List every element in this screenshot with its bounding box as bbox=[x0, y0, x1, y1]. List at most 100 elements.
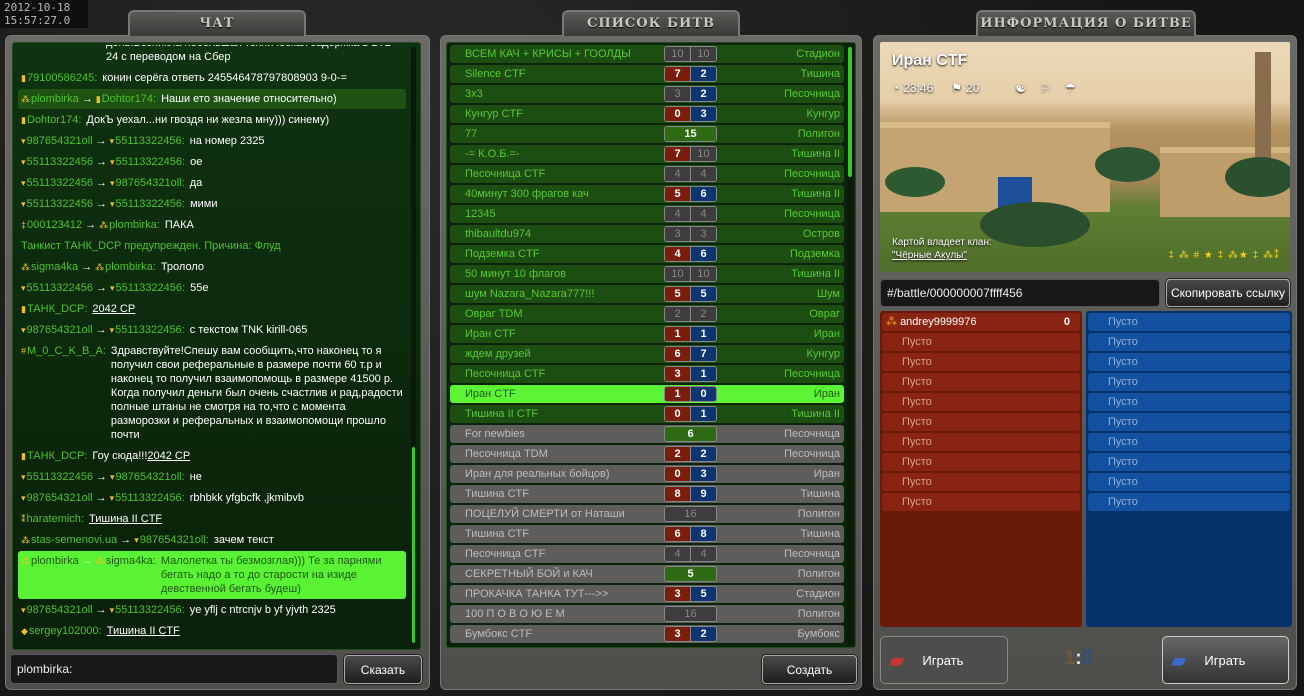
battle-map: Иран bbox=[813, 328, 840, 340]
battle-row[interactable]: Овраг TDM 2 2 Овраг bbox=[450, 305, 844, 323]
sender-name[interactable]: ТАНК_DCP bbox=[26, 450, 85, 462]
battle-row[interactable]: Тишина CTF 6 8 Тишина bbox=[450, 525, 844, 543]
chat-input[interactable]: plombirka: bbox=[10, 654, 338, 684]
play-blue-label: Играть bbox=[1204, 652, 1246, 668]
battle-map: Полигон bbox=[797, 568, 840, 580]
battle-row[interactable]: 100 П О В О Ю Е М 16 Полигон bbox=[450, 605, 844, 623]
sender-name[interactable]: 55113322456 bbox=[26, 156, 94, 168]
battle-row[interactable]: 50 минут 10 флагов 10 10 Тишина II bbox=[450, 265, 844, 283]
colon: : bbox=[78, 114, 82, 126]
battle-row[interactable]: Песочница TDM 2 2 Песочница bbox=[450, 445, 844, 463]
recipient-name[interactable]: 987654321oll bbox=[115, 471, 182, 483]
recipient-name[interactable]: 987654321oll bbox=[115, 177, 182, 189]
battle-row[interactable]: -= К.О.Б.=- 7 10 Тишина II bbox=[450, 145, 844, 163]
battle-row[interactable]: Подземка CTF 4 6 Подземка bbox=[450, 245, 844, 263]
play-blue-button[interactable]: ▰ Играть bbox=[1162, 636, 1289, 684]
battle-row[interactable]: 3x3 3 2 Песочница bbox=[450, 85, 844, 103]
battle-row[interactable]: Песочница CTF 4 4 Песочница bbox=[450, 165, 844, 183]
player-count: 7 10 bbox=[664, 146, 717, 162]
sender-name[interactable]: 79100586245 bbox=[26, 72, 95, 84]
chat-scroll-thumb[interactable] bbox=[412, 447, 415, 643]
battle-row[interactable]: ПОЦЕЛУЙ СМЕРТИ от Наташи 16 Полигон bbox=[450, 505, 844, 523]
team-slot: Пусто bbox=[1088, 433, 1290, 451]
battle-row[interactable]: шум Nazara_Nazara777!!! 5 5 Шум bbox=[450, 285, 844, 303]
battle-link[interactable]: 2042 CP bbox=[92, 303, 136, 315]
battle-list-scrollbar[interactable] bbox=[847, 47, 853, 645]
recipient-name[interactable]: sigma4ka bbox=[105, 555, 153, 567]
recipient-name[interactable]: 55113322456 bbox=[115, 604, 182, 616]
sender-name[interactable]: Dohtor174 bbox=[26, 114, 79, 126]
blue-player-count: 3 bbox=[690, 467, 716, 481]
recipient-name[interactable]: 55113322456 bbox=[115, 198, 183, 210]
sender-name[interactable]: 55113322456 bbox=[26, 198, 94, 210]
battle-row[interactable]: Песочница CTF 4 4 Песочница bbox=[450, 545, 844, 563]
recipient-name[interactable]: 55113322456 bbox=[115, 282, 183, 294]
sender-name[interactable]: sigma4ka bbox=[31, 261, 79, 273]
chat-message: ▮ ТАНК_DCP: Гоу сюда!!!2042 CP bbox=[18, 449, 406, 463]
play-red-button[interactable]: ▰ Играть bbox=[880, 636, 1008, 684]
sender-name[interactable]: sergey102000 bbox=[28, 625, 99, 637]
sender-name[interactable]: haratemich bbox=[26, 513, 81, 525]
recipient-name[interactable]: 987654321oll bbox=[139, 534, 206, 546]
copy-link-button[interactable]: Скопировать ссылку bbox=[1166, 279, 1290, 307]
chat-scrollbar[interactable] bbox=[411, 47, 416, 645]
recipient-name[interactable]: plombirka bbox=[105, 261, 153, 273]
recipient-name[interactable]: plombirka bbox=[109, 219, 157, 231]
sender-name[interactable]: 000123412 bbox=[27, 219, 83, 231]
create-battle-button[interactable]: Создать bbox=[762, 655, 857, 684]
palm-tree bbox=[1225, 157, 1290, 197]
battle-link-field[interactable]: #/battle/000000007ffff456 bbox=[880, 279, 1160, 307]
recipient-name[interactable]: 55113322456 bbox=[115, 492, 182, 504]
recipient-name[interactable]: 55113322456 bbox=[115, 156, 183, 168]
battle-row[interactable]: Иран CTF 1 1 Иран bbox=[450, 325, 844, 343]
battle-row[interactable]: Иран для реальных бойцов) 0 3 Иран bbox=[450, 465, 844, 483]
sender-name[interactable]: 55113322456 bbox=[26, 282, 94, 294]
battle-row[interactable]: ждем друзей 6 7 Кунгур bbox=[450, 345, 844, 363]
sender-name[interactable]: 55113322456 bbox=[26, 177, 94, 189]
sender-name[interactable]: 987654321oll bbox=[26, 135, 93, 147]
sender-name[interactable]: plombirka bbox=[31, 555, 79, 567]
battle-name: thibaultdu974 bbox=[465, 228, 532, 240]
battle-map: Песочница bbox=[784, 448, 840, 460]
battle-link[interactable]: Тишина II CTF bbox=[88, 513, 163, 525]
recipient-name[interactable]: 55113322456 bbox=[115, 135, 182, 147]
blue-player-count: 4 bbox=[690, 167, 716, 181]
battle-row[interactable]: For newbies 6 Песочница bbox=[450, 425, 844, 443]
battle-row[interactable]: ПРОКАЧКА ТАНКА ТУТ--->> 3 5 Стадион bbox=[450, 585, 844, 603]
sender-name[interactable]: 987654321oll bbox=[26, 324, 93, 336]
battle-row[interactable]: 12345 4 4 Песочница bbox=[450, 205, 844, 223]
map-owner-clan-link[interactable]: "Чёрные Акулы" bbox=[892, 250, 967, 261]
red-player-count: 3 bbox=[665, 627, 690, 641]
battle-row[interactable]: Иран CTF 1 0 Иран bbox=[450, 385, 844, 403]
battle-link[interactable]: Тишина II CTF bbox=[106, 625, 180, 637]
sender-name[interactable]: M_0_C_K_B_A bbox=[27, 345, 103, 357]
battle-row[interactable]: СЕКРЕТНЫЙ БОЙ и КАЧ 5 Полигон bbox=[450, 565, 844, 583]
battle-row[interactable]: Тишина II CTF 0 1 Тишина II bbox=[450, 405, 844, 423]
empty-slot-label: Пусто bbox=[1108, 456, 1138, 468]
battle-scroll-thumb[interactable] bbox=[848, 47, 852, 177]
recipient-name[interactable]: Dohtor174 bbox=[101, 93, 154, 105]
sender-name[interactable]: ТАНК_DCP bbox=[26, 303, 85, 315]
battle-row[interactable]: thibaultdu974 3 3 Остров bbox=[450, 225, 844, 243]
sender-name[interactable]: stas-semenovi.ua bbox=[31, 534, 118, 546]
battle-row[interactable]: Кунгур CTF 0 3 Кунгур bbox=[450, 105, 844, 123]
sender-name[interactable]: plombirka bbox=[31, 93, 79, 105]
battle-row[interactable]: Бумбокс CTF 3 2 Бумбокс bbox=[450, 625, 844, 643]
sender-name[interactable]: 987654321oll bbox=[26, 604, 93, 616]
battle-row[interactable]: ВСЕМ КАЧ + КРИСЫ + ГООЛДЫ 10 10 Стадион bbox=[450, 45, 844, 63]
sender-name[interactable]: 55113322456 bbox=[26, 471, 94, 483]
clock-time: 15:57:27.0 bbox=[4, 14, 71, 27]
battle-link[interactable]: 2042 CP bbox=[147, 450, 191, 462]
battle-row[interactable]: 77 15 Полигон bbox=[450, 125, 844, 143]
recipient-name[interactable]: 55113322456 bbox=[115, 324, 182, 336]
battle-row[interactable]: Тишина CTF 8 9 Тишина bbox=[450, 485, 844, 503]
battle-map: Стадион bbox=[796, 48, 840, 60]
send-button[interactable]: Сказать bbox=[344, 655, 422, 684]
battle-row[interactable]: Silence CTF 7 2 Тишина bbox=[450, 65, 844, 83]
battle-row[interactable]: Песочница CTF 3 1 Песочница bbox=[450, 365, 844, 383]
battle-row[interactable]: 40минут 300 фрагов кач 5 6 Тишина II bbox=[450, 185, 844, 203]
rank-icon: ▮ bbox=[21, 304, 26, 314]
sender-name[interactable]: 987654321oll bbox=[26, 492, 93, 504]
rank-icon: ⁂ bbox=[95, 556, 105, 566]
